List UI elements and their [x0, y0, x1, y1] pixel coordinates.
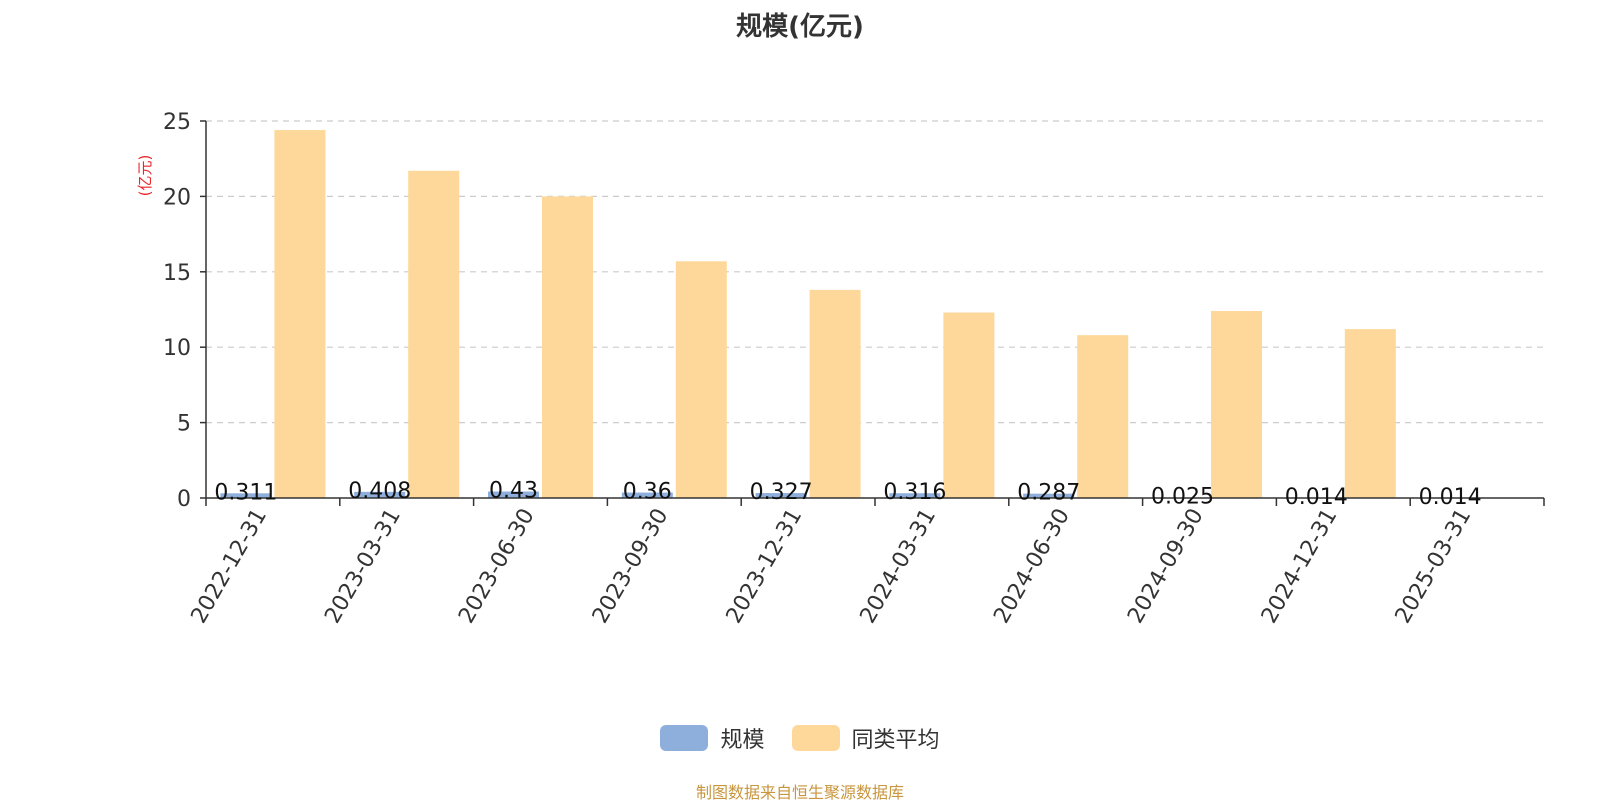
y-tick-label: 5: [177, 412, 191, 437]
bar-category-average: [274, 130, 326, 498]
x-tick-label: 2023-12-31: [722, 505, 808, 628]
grid-lines: [206, 120, 1544, 424]
bar-category-average: [1077, 335, 1129, 498]
data-label-scale: 0.43: [489, 479, 538, 504]
bar-category-average: [943, 312, 995, 498]
data-label-scale: 0.014: [1419, 485, 1482, 510]
y-tick-label: 15: [163, 261, 191, 286]
bar-scale: [1023, 493, 1075, 498]
data-label-scale: 0.025: [1151, 485, 1214, 510]
x-tick-label: 2023-09-30: [588, 505, 674, 628]
bar-scale: [755, 493, 807, 498]
legend: 规模 同类平均: [0, 722, 1600, 757]
legend-swatch-scale: [660, 725, 709, 751]
bar-category-average: [1344, 329, 1396, 498]
chart-title: 规模(亿元): [736, 12, 864, 42]
legend-label-scale: 规模: [720, 728, 765, 753]
y-tick-label: 10: [163, 336, 191, 361]
y-axis-title: (亿元): [136, 155, 154, 197]
x-tick-label: 2024-12-31: [1257, 505, 1343, 628]
bar-scale: [889, 493, 941, 498]
y-tick-label: 0: [177, 487, 191, 512]
x-tick-label: 2024-03-31: [856, 505, 942, 628]
bar-scale: [220, 493, 272, 498]
legend-label-category-average: 同类平均: [851, 728, 940, 753]
bar-scale: [488, 491, 539, 498]
data-labels: 0.311 0.408 0.43 0.36 0.327 0.316 0.287 0.025 0.…: [214, 479, 1481, 510]
bar-category-average: [809, 289, 861, 498]
x-tick-label: 2025-03-31: [1391, 505, 1477, 628]
source-note: 制图数据来自恒生聚源数据库: [695, 783, 904, 802]
bar-category-average: [1211, 311, 1262, 498]
data-label-scale: 0.316: [883, 480, 946, 505]
data-label-scale: 0.311: [214, 480, 277, 505]
bar-scale: [621, 492, 673, 498]
bar-category-average: [408, 170, 460, 498]
bar-category-average: [675, 261, 727, 498]
x-tick-label: 2023-06-30: [454, 505, 540, 628]
data-label-scale: 0.287: [1017, 481, 1080, 506]
data-label-scale: 0.327: [750, 480, 813, 505]
data-label-scale: 0.014: [1285, 485, 1348, 510]
x-tick-label: 2024-09-30: [1123, 505, 1209, 628]
bar-scale: [354, 491, 406, 498]
bars: [220, 130, 1476, 499]
y-tick-label: 20: [163, 185, 191, 210]
x-tick-label: 2024-06-30: [989, 505, 1075, 628]
legend-swatch-category-average: [791, 725, 840, 751]
bar-category-average: [542, 196, 593, 498]
x-tick-label: 2022-12-31: [187, 505, 273, 628]
y-tick-label: 25: [163, 110, 191, 135]
data-label-scale: 0.408: [348, 479, 411, 504]
data-label-scale: 0.36: [623, 480, 672, 505]
legend-item-scale[interactable]: 规模: [660, 722, 765, 754]
x-tick-label: 2023-03-31: [320, 505, 406, 628]
legend-item-category-average[interactable]: 同类平均: [791, 722, 940, 754]
